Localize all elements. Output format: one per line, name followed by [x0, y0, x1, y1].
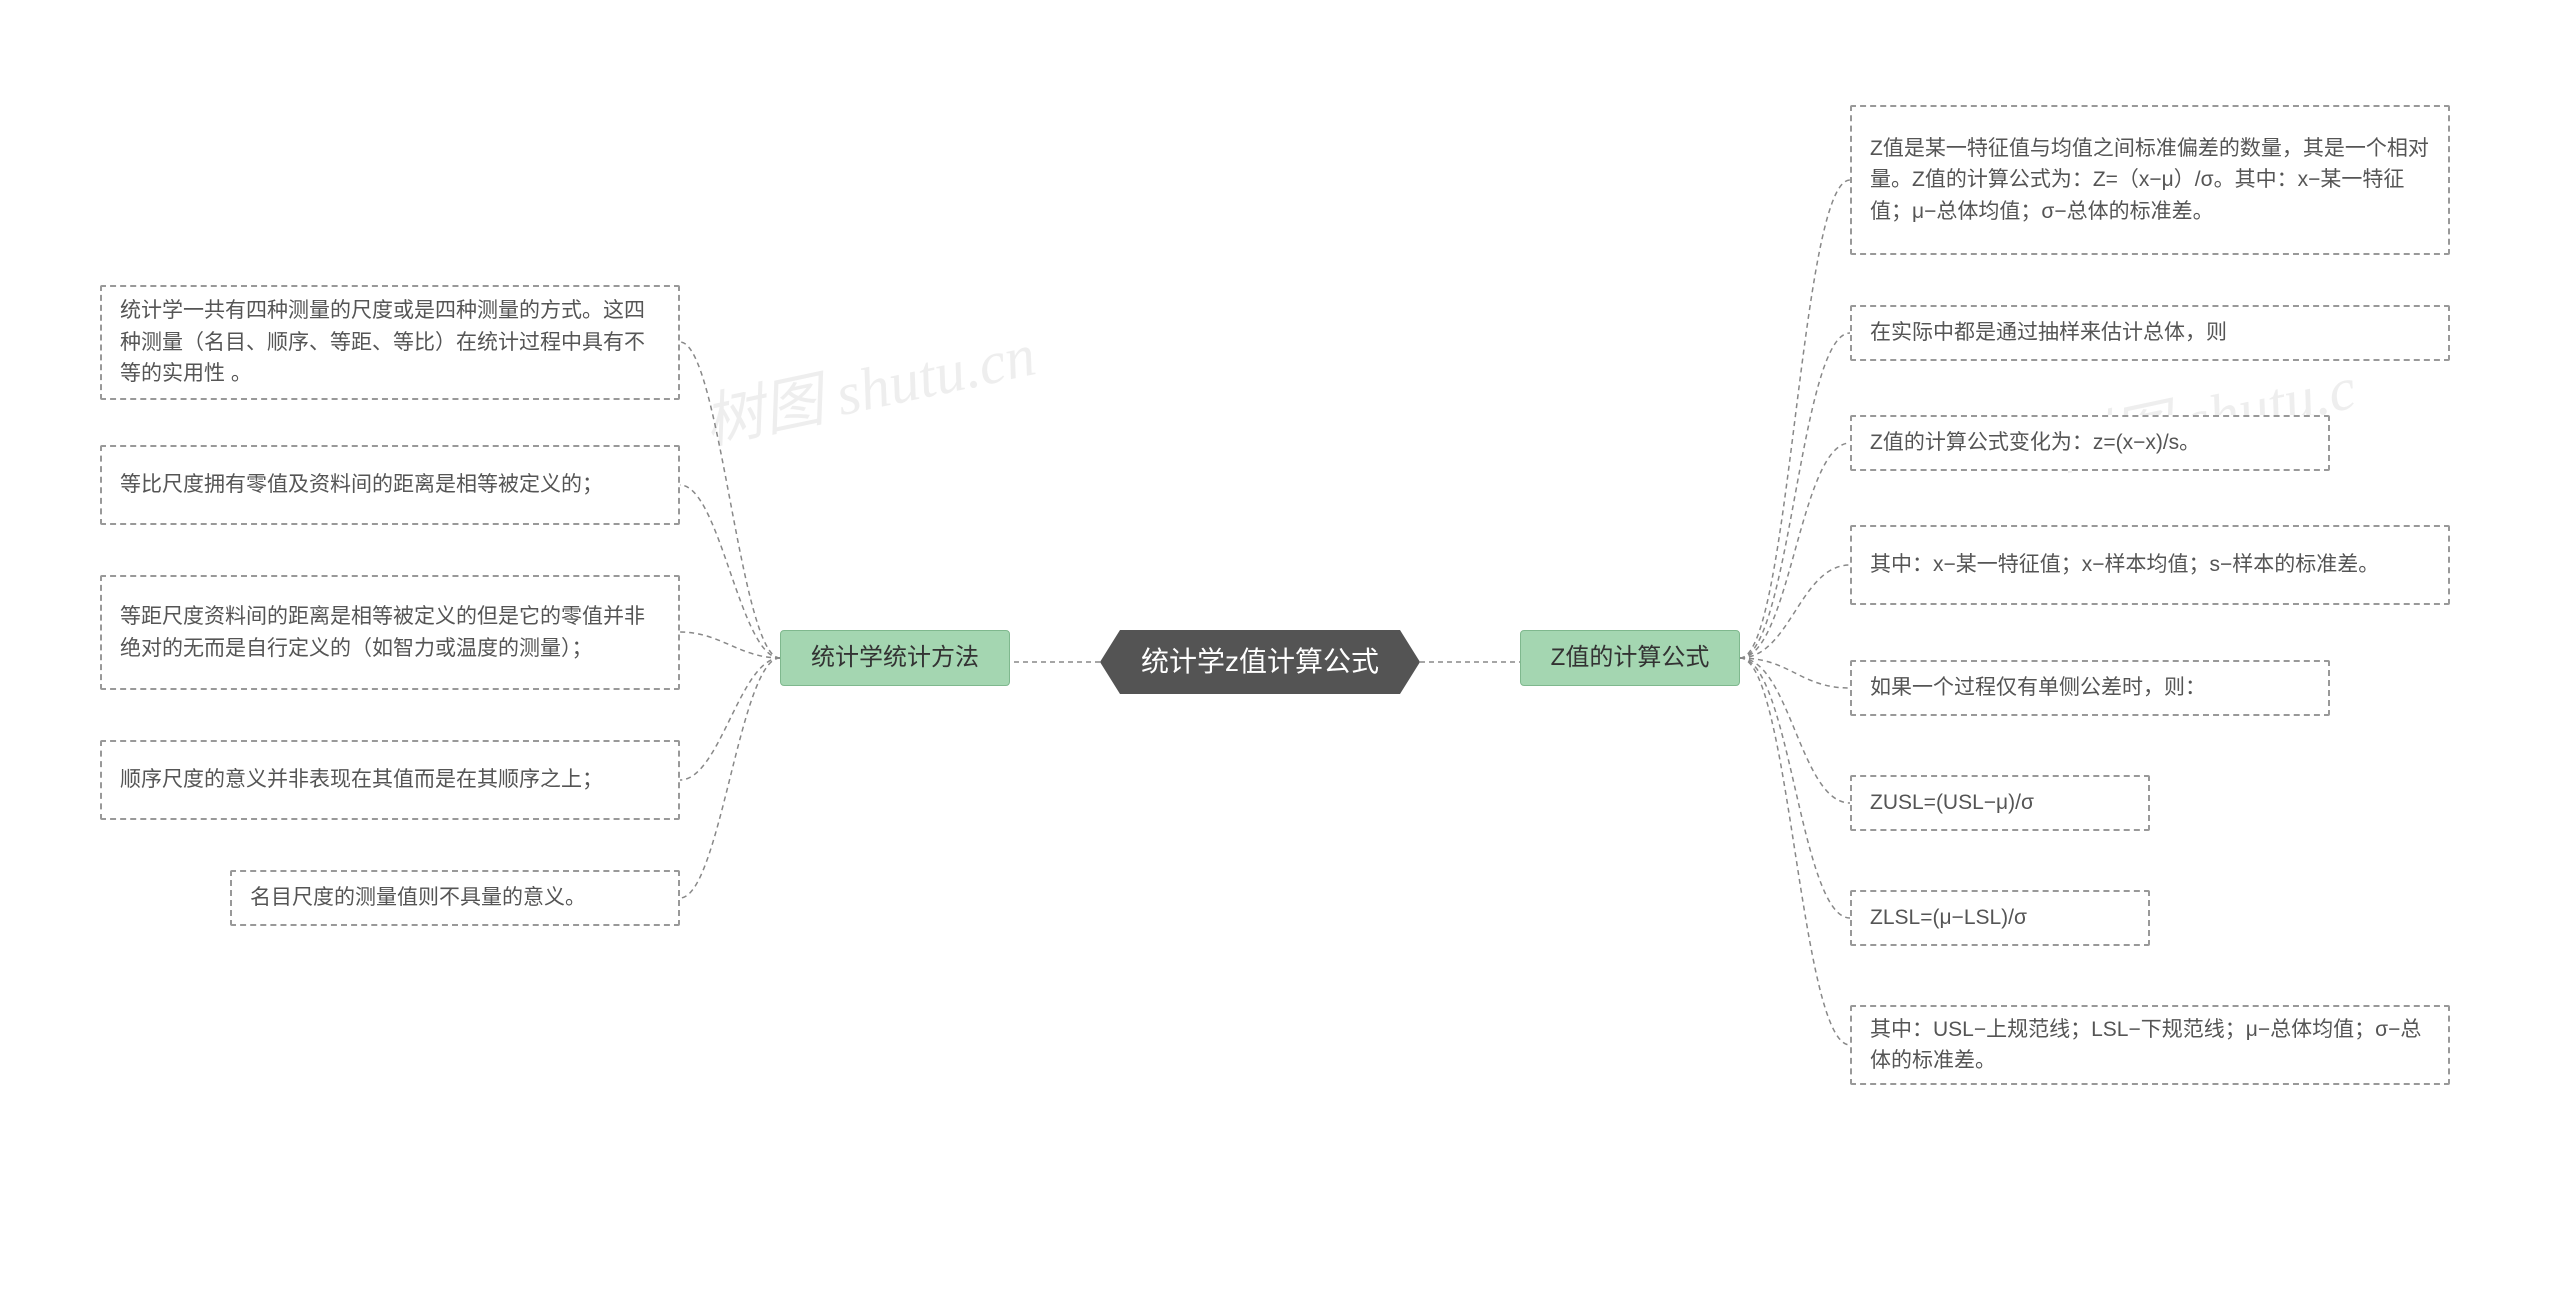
center-label: 统计学z值计算公式 — [1141, 641, 1379, 683]
leaf-right-6: ZLSL=(μ−LSL)/σ — [1850, 890, 2150, 946]
leaf-right-3: 其中：x−某一特征值；x−样本均值；s−样本的标准差。 — [1850, 525, 2450, 605]
leaf-text: 统计学一共有四种测量的尺度或是四种测量的方式。这四种测量（名目、顺序、等距、等比… — [120, 295, 660, 390]
leaf-left-1: 等比尺度拥有零值及资料间的距离是相等被定义的； — [100, 445, 680, 525]
leaf-text: 顺序尺度的意义并非表现在其值而是在其顺序之上； — [120, 764, 603, 796]
leaf-left-4: 名目尺度的测量值则不具量的意义。 — [230, 870, 680, 926]
leaf-text: Z值的计算公式变化为：z=(x−x)/s。 — [1870, 427, 2200, 459]
leaf-text: 其中：USL−上规范线；LSL−下规范线；μ−总体均值；σ−总体的标准差。 — [1870, 1014, 2430, 1077]
leaf-right-7: 其中：USL−上规范线；LSL−下规范线；μ−总体均值；σ−总体的标准差。 — [1850, 1005, 2450, 1085]
leaf-text: 其中：x−某一特征值；x−样本均值；s−样本的标准差。 — [1870, 549, 2379, 581]
branch-right: Z值的计算公式 — [1520, 630, 1740, 686]
branch-left-label: 统计学统计方法 — [811, 640, 979, 676]
branch-right-label: Z值的计算公式 — [1551, 640, 1710, 676]
leaf-text: Z值是某一特征值与均值之间标准偏差的数量，其是一个相对量。Z值的计算公式为：Z=… — [1870, 133, 2430, 228]
leaf-right-4: 如果一个过程仅有单侧公差时，则： — [1850, 660, 2330, 716]
leaf-text: 等比尺度拥有零值及资料间的距离是相等被定义的； — [120, 469, 603, 501]
leaf-text: ZLSL=(μ−LSL)/σ — [1870, 902, 2027, 934]
leaf-left-0: 统计学一共有四种测量的尺度或是四种测量的方式。这四种测量（名目、顺序、等距、等比… — [100, 285, 680, 400]
leaf-text: 名目尺度的测量值则不具量的意义。 — [250, 882, 586, 914]
leaf-right-5: ZUSL=(USL−μ)/σ — [1850, 775, 2150, 831]
center-node: 统计学z值计算公式 — [1100, 630, 1420, 694]
leaf-left-3: 顺序尺度的意义并非表现在其值而是在其顺序之上； — [100, 740, 680, 820]
leaf-text: 如果一个过程仅有单侧公差时，则： — [1870, 672, 2206, 704]
leaf-right-1: 在实际中都是通过抽样来估计总体，则 — [1850, 305, 2450, 361]
leaf-right-2: Z值的计算公式变化为：z=(x−x)/s。 — [1850, 415, 2330, 471]
watermark: 树图 shutu.cn — [695, 306, 1042, 461]
leaf-text: ZUSL=(USL−μ)/σ — [1870, 787, 2034, 819]
leaf-text: 等距尺度资料间的距离是相等被定义的但是它的零值并非绝对的无而是自行定义的（如智力… — [120, 601, 660, 664]
leaf-left-2: 等距尺度资料间的距离是相等被定义的但是它的零值并非绝对的无而是自行定义的（如智力… — [100, 575, 680, 690]
leaf-text: 在实际中都是通过抽样来估计总体，则 — [1870, 317, 2227, 349]
branch-left: 统计学统计方法 — [780, 630, 1010, 686]
leaf-right-0: Z值是某一特征值与均值之间标准偏差的数量，其是一个相对量。Z值的计算公式为：Z=… — [1850, 105, 2450, 255]
